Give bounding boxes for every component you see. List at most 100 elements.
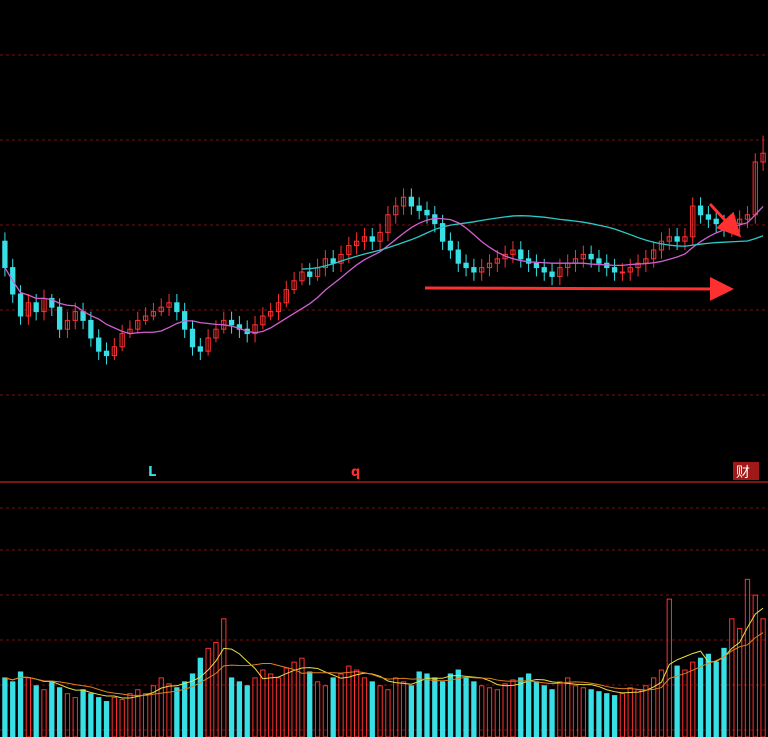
volume-bar-71 (557, 681, 563, 737)
candle-74 (580, 245, 586, 268)
volume-bar-80 (627, 687, 633, 737)
candle-body-30 (236, 324, 243, 330)
volume-bar-94 (736, 628, 743, 737)
candle-26 (205, 329, 211, 356)
candle-24 (189, 320, 196, 356)
candle-78 (611, 258, 618, 281)
candle-body-59 (463, 262, 469, 269)
volume-bar-0 (2, 677, 8, 737)
candle-body-87 (682, 236, 688, 242)
volume-bar-50 (393, 677, 399, 737)
candle-70 (549, 263, 555, 286)
volume-bar-84 (658, 669, 665, 737)
volume-bar-91 (713, 661, 719, 737)
candle-body-8 (64, 319, 71, 330)
volume-bar-59 (463, 677, 469, 737)
candle-30 (236, 316, 243, 338)
candle-65 (510, 241, 516, 264)
volume-bar-4 (33, 685, 39, 737)
candle-body-27 (213, 328, 219, 339)
volume-bar-54 (424, 673, 430, 737)
candle-81 (635, 254, 641, 277)
volume-bar-87 (682, 669, 688, 737)
candle-95 (744, 206, 751, 228)
volume-bar-29 (228, 677, 235, 737)
volume-bar-10 (80, 689, 86, 737)
candle-body-29 (228, 319, 235, 326)
candle-body-46 (361, 236, 368, 242)
candle-body-85 (666, 236, 672, 242)
volume-bar-82 (643, 685, 649, 737)
volume-bar-67 (525, 673, 532, 737)
candle-body-11 (88, 319, 94, 339)
candle-88 (690, 197, 696, 246)
candle-body-34 (268, 311, 274, 317)
candle-body-69 (541, 267, 547, 273)
candle-63 (494, 250, 500, 272)
candle-body-12 (96, 337, 102, 352)
candle-33 (260, 307, 266, 330)
volume-bar-6 (49, 681, 55, 737)
candle-49 (385, 206, 391, 242)
candle-body-58 (455, 249, 461, 264)
candle-18 (142, 307, 149, 325)
candle-6 (49, 294, 55, 316)
candle-body-78 (611, 267, 618, 273)
candle-19 (150, 302, 157, 321)
volume-bar-60 (471, 681, 477, 737)
candle-56 (439, 214, 446, 250)
volume-bar-75 (588, 689, 594, 737)
candle-66 (518, 241, 524, 268)
candle-body-14 (111, 346, 117, 357)
candle-body-83 (651, 249, 657, 260)
candle-body-89 (697, 205, 704, 216)
candle-body-15 (119, 333, 125, 348)
candle-39 (307, 263, 313, 286)
candle-body-53 (416, 205, 422, 211)
volume-bar-56 (439, 681, 446, 737)
volume-bar-55 (432, 677, 438, 737)
candle-61 (479, 258, 485, 281)
volume-bar-24 (189, 673, 196, 737)
volume-bar-37 (291, 661, 297, 737)
candle-body-70 (549, 271, 555, 277)
volume-bar-47 (369, 681, 375, 737)
marker-cai-background (733, 462, 759, 480)
candle-25 (197, 338, 203, 360)
candle-36 (283, 280, 289, 308)
volume-bar-40 (314, 681, 321, 737)
volume-bar-2 (17, 671, 24, 737)
candle-48 (377, 223, 383, 250)
candle-body-4 (33, 302, 39, 313)
candle-body-80 (627, 267, 633, 273)
volume-bar-83 (651, 677, 657, 737)
volume-bar-12 (96, 697, 102, 737)
volume-bar-48 (377, 685, 383, 737)
candle-body-33 (260, 315, 266, 326)
volume-bar-74 (580, 687, 586, 737)
candle-9 (72, 302, 78, 330)
candle-body-43 (338, 253, 344, 264)
volume-bar-90 (705, 653, 712, 737)
candle-59 (463, 254, 469, 277)
candle-body-51 (400, 196, 407, 207)
marker-l: L (148, 465, 156, 480)
candle-body-97 (760, 152, 766, 163)
candle-body-90 (705, 214, 712, 220)
volume-bar-32 (252, 677, 258, 737)
volume-bars (2, 578, 766, 737)
candle-body-50 (393, 205, 399, 216)
candle-35 (275, 294, 282, 321)
candle-41 (322, 250, 329, 277)
candle-body-74 (580, 253, 586, 260)
candle-body-37 (291, 280, 297, 291)
candle-90 (705, 206, 712, 228)
candle-body-56 (439, 223, 446, 242)
candle-body-57 (447, 240, 454, 251)
volume-bar-70 (549, 689, 555, 737)
volume-bar-39 (307, 671, 313, 737)
candle-body-84 (658, 240, 665, 251)
